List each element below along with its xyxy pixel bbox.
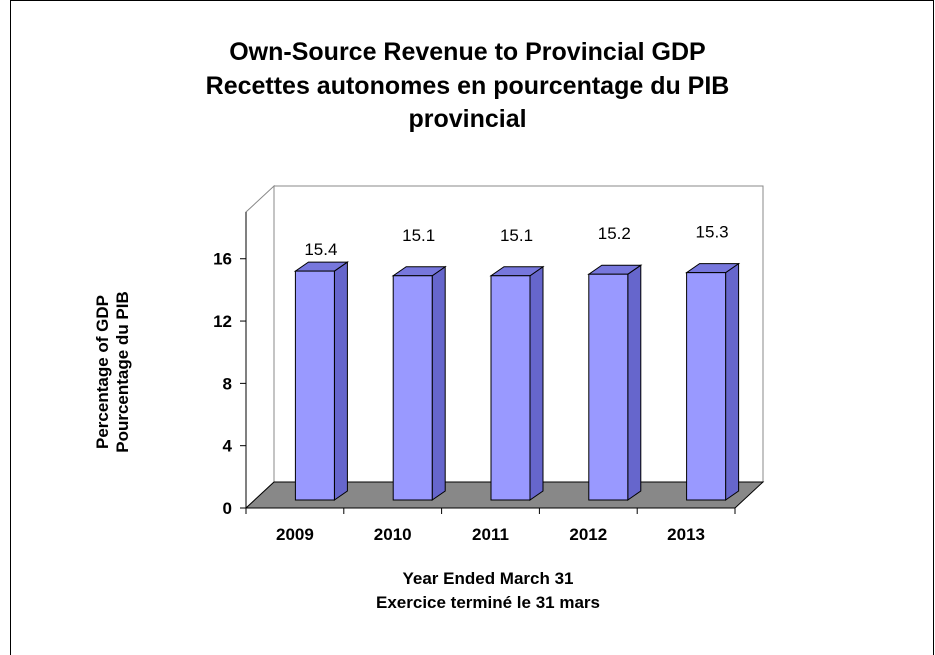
y-tick-label: 0 bbox=[223, 499, 232, 518]
chart-frame bbox=[10, 0, 934, 655]
bar-side bbox=[725, 262, 740, 501]
bar-front bbox=[686, 272, 727, 501]
y-axis-title-line-2: Pourcentage du PIB bbox=[113, 291, 132, 453]
x-tick-label: 2013 bbox=[667, 525, 705, 544]
bar-front bbox=[392, 275, 433, 501]
x-tick-label: 2010 bbox=[374, 525, 412, 544]
y-tick-label: 12 bbox=[213, 312, 232, 331]
data-label: 15.2 bbox=[598, 224, 631, 243]
y-axis-title-line-1: Percentage of GDP bbox=[93, 295, 112, 449]
bars: 15.4 15.1 15.1 15.2 15.3 bbox=[293, 223, 741, 501]
data-label: 15.1 bbox=[402, 226, 435, 245]
bar-side bbox=[431, 265, 446, 501]
bar-2013: 15.3 bbox=[684, 223, 741, 501]
chart-title-line-1: Own-Source Revenue to Provincial GDP bbox=[229, 38, 706, 66]
bar-side bbox=[627, 264, 642, 501]
x-tick-label: 2011 bbox=[472, 525, 509, 544]
bar-2009: 15.4 bbox=[293, 240, 350, 501]
data-label: 15.3 bbox=[696, 223, 729, 242]
bar-side bbox=[333, 261, 348, 501]
data-label: 15.4 bbox=[304, 240, 337, 259]
bar-front bbox=[294, 270, 335, 501]
chart-title-line-2: Recettes autonomes en pourcentage du PIB bbox=[205, 72, 730, 100]
x-axis-title-line-2: Exercice terminé le 31 mars bbox=[376, 593, 600, 612]
bar-front bbox=[490, 275, 531, 501]
x-tick-label: 2009 bbox=[276, 525, 314, 544]
x-tick-label: 2012 bbox=[569, 525, 607, 544]
side-wall bbox=[245, 184, 275, 510]
bar-side bbox=[529, 265, 544, 501]
y-tick-label: 16 bbox=[213, 250, 232, 269]
bar-2010: 15.1 bbox=[391, 226, 447, 501]
axes: 0 4 8 12 16 2009 2010 2011 2012 2013 bbox=[213, 212, 736, 544]
y-tick-label: 4 bbox=[223, 437, 233, 456]
chart-title-line-3: provincial bbox=[408, 105, 527, 133]
y-tick-label: 8 bbox=[223, 374, 232, 393]
x-axis-title-line-1: Year Ended March 31 bbox=[402, 569, 573, 588]
data-label: 15.1 bbox=[500, 226, 533, 245]
bar-2011: 15.1 bbox=[489, 226, 545, 501]
bar-2012: 15.2 bbox=[587, 224, 643, 501]
bar-front bbox=[588, 273, 629, 501]
